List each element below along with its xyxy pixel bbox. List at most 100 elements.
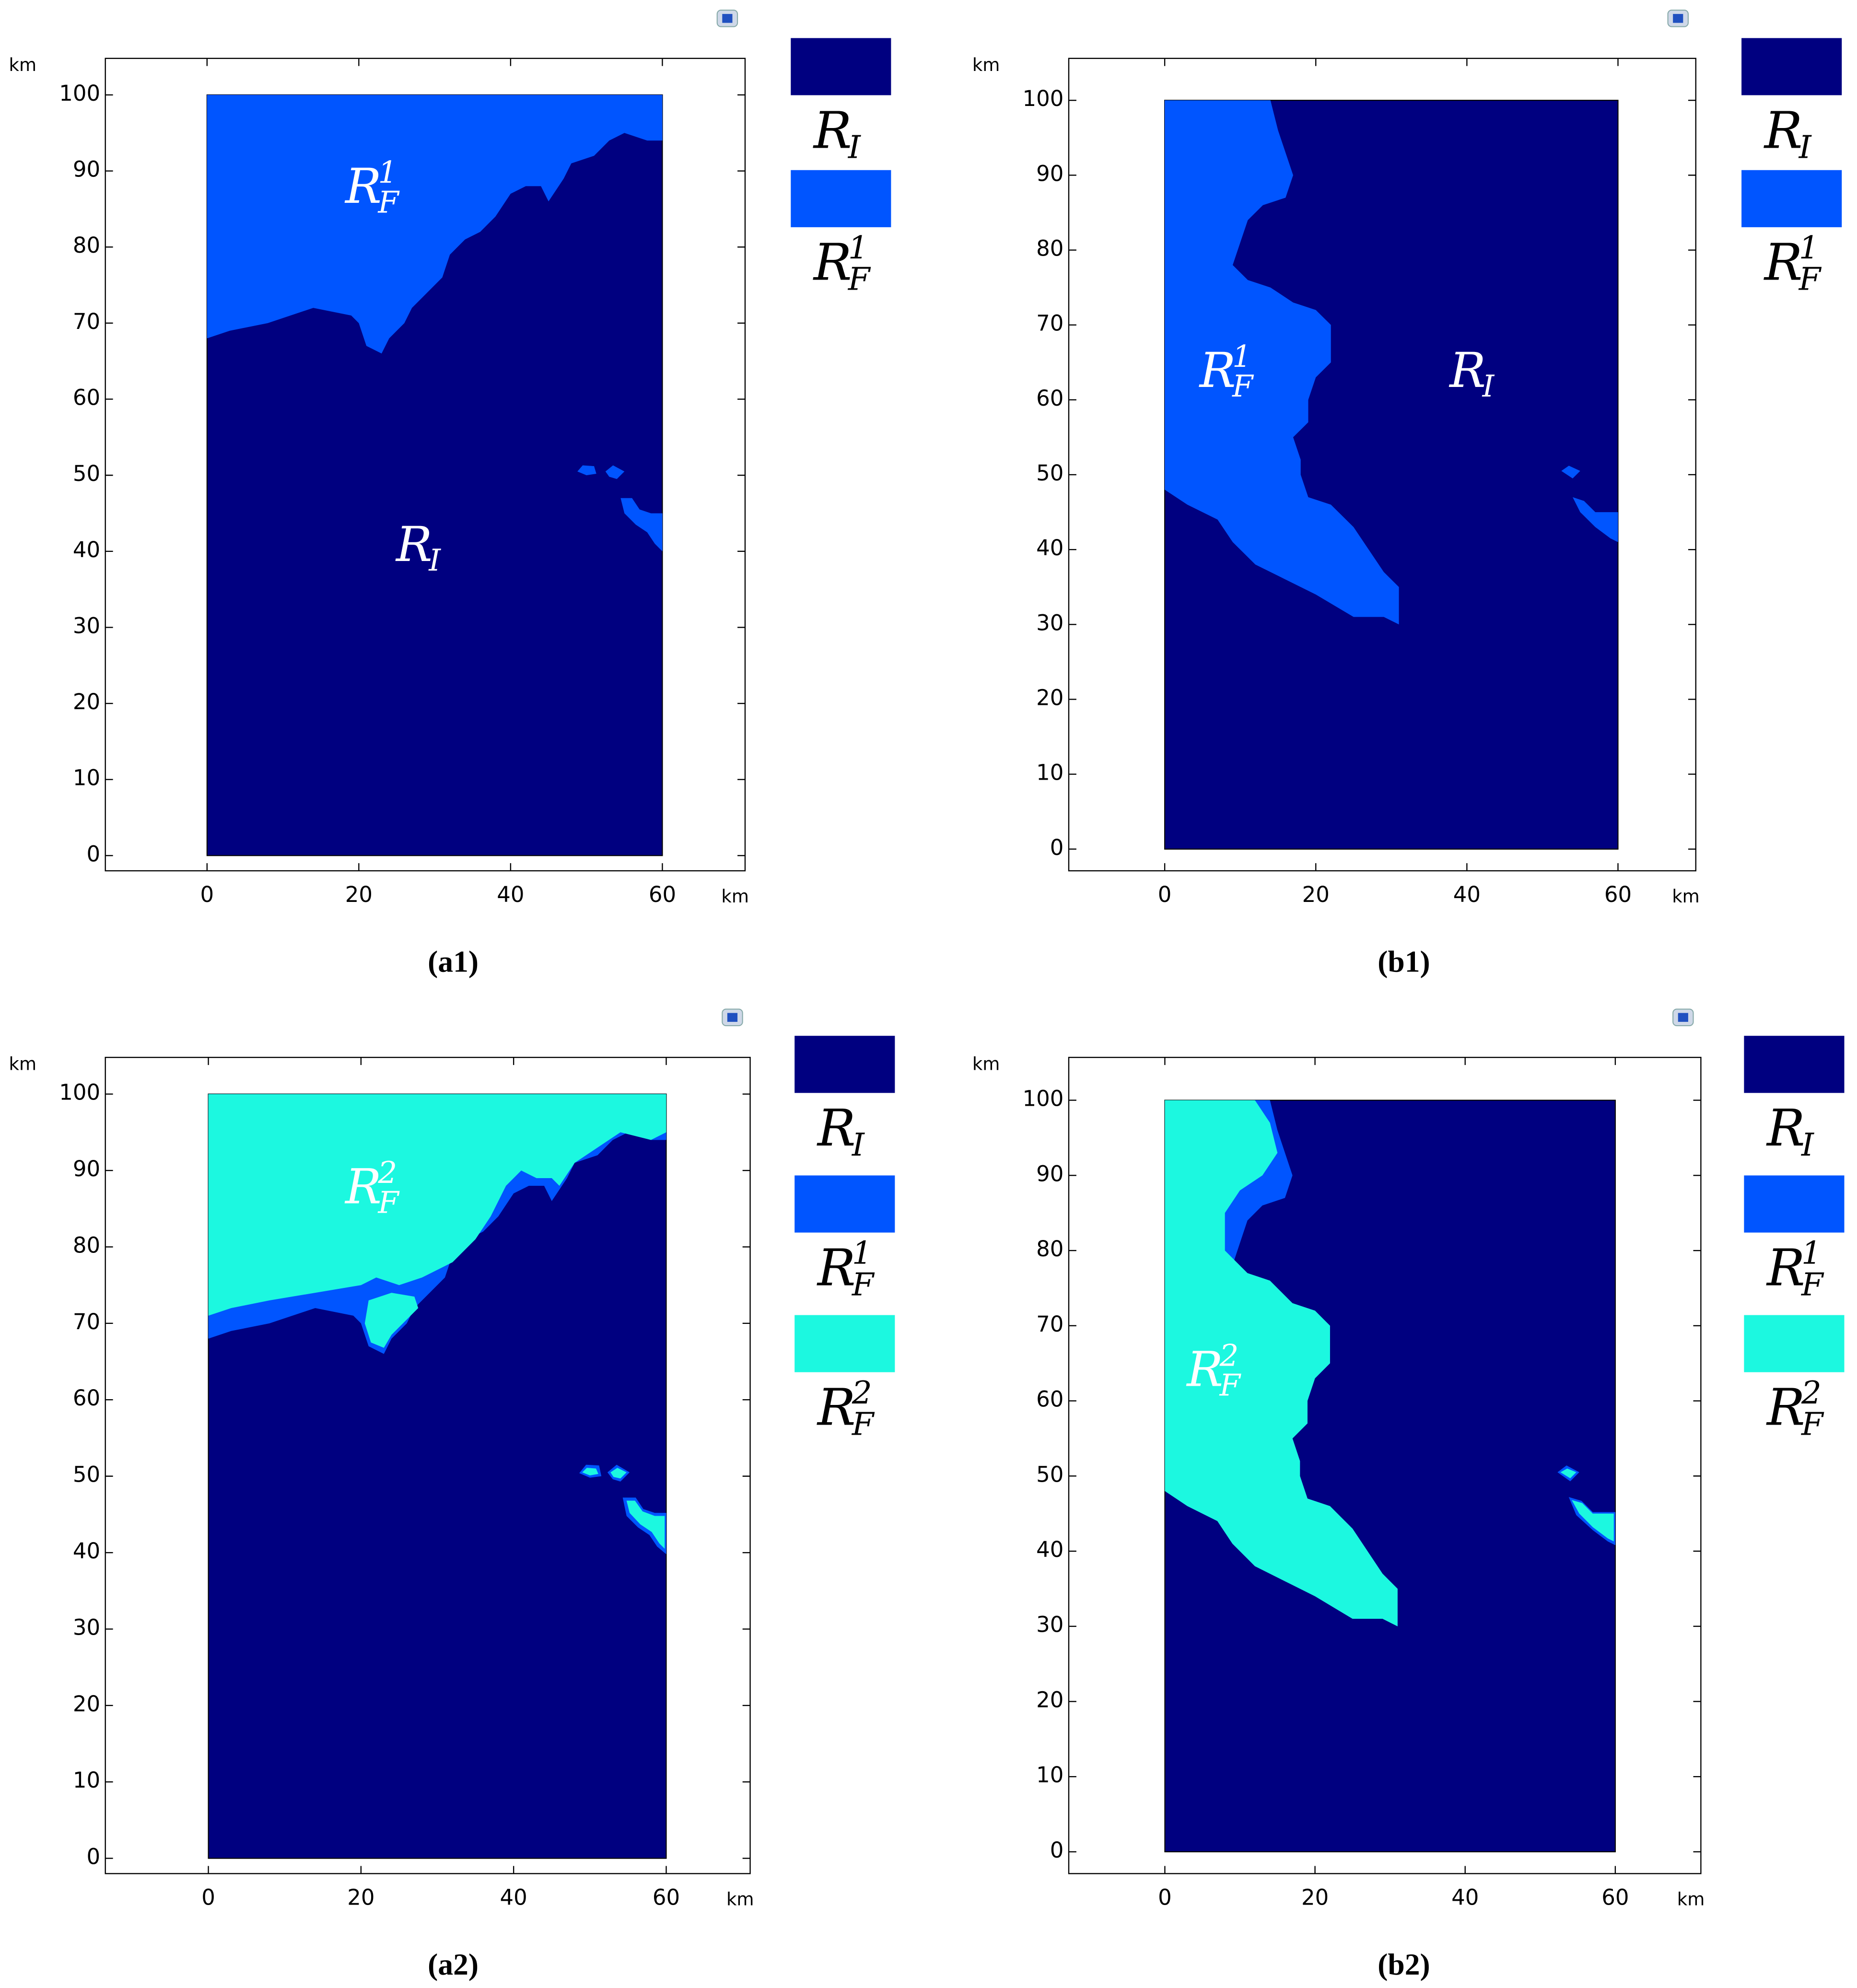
- y-axis-unit: km: [972, 1054, 1000, 1075]
- name-subscript: I: [1799, 129, 1812, 165]
- region: [1165, 100, 1399, 625]
- name-subscript: F: [377, 185, 400, 220]
- y-tick-label: 70: [73, 309, 100, 334]
- name-subscript: I: [852, 1127, 865, 1163]
- region-name: R2F: [1766, 1375, 1824, 1443]
- y-tick-label: 0: [1050, 1837, 1064, 1863]
- name-subscript: F: [377, 1185, 400, 1220]
- name-subscript: I: [848, 129, 861, 165]
- y-tick-label: 100: [1023, 1086, 1064, 1111]
- y-tick-label: 100: [1023, 86, 1064, 111]
- x-tick-label: 60: [649, 882, 676, 907]
- region-name: R1F: [1199, 339, 1254, 404]
- caption: (b1): [1378, 945, 1430, 979]
- y-tick-label: 100: [59, 1080, 100, 1105]
- y-tick-label: 20: [1036, 685, 1063, 710]
- region-name: RI: [395, 516, 441, 578]
- name-base: R: [817, 1099, 856, 1158]
- x-tick-label: 20: [345, 882, 373, 907]
- region: [620, 498, 663, 551]
- x-axis-unit: km: [721, 886, 749, 907]
- legend-swatch: [1741, 38, 1842, 95]
- name-base: R: [344, 1158, 382, 1215]
- legend-swatch: [1744, 1315, 1845, 1372]
- y-tick-label: 70: [73, 1309, 100, 1334]
- name-base: R: [1766, 1238, 1805, 1297]
- name-superscript: 2: [1219, 1338, 1239, 1373]
- name-subscript: I: [428, 543, 441, 578]
- y-tick-label: 20: [73, 689, 100, 714]
- region: [582, 1468, 598, 1476]
- name-superscript: 1: [378, 155, 397, 190]
- panel: 0 20 40 600102030405060708090100kmkmRIR1FR2…: [9, 1008, 895, 1981]
- y-tick-label: 0: [86, 1844, 100, 1870]
- y-tick-label: 10: [1036, 1762, 1063, 1788]
- x-axis-unit: km: [726, 1889, 754, 1910]
- legend-swatch: [791, 170, 891, 227]
- x-tick-label: 40: [500, 1884, 527, 1910]
- y-axis-unit: km: [972, 55, 1000, 75]
- region-name: R2F: [344, 1155, 400, 1220]
- region-name: RI: [1764, 101, 1812, 165]
- region-name: R1F: [1766, 1235, 1824, 1303]
- caption: (a1): [428, 945, 479, 979]
- name-subscript: F: [1232, 369, 1254, 404]
- caption: (a2): [428, 1947, 479, 1981]
- legend-swatch: [794, 1036, 895, 1093]
- x-tick-label: 60: [653, 1884, 680, 1910]
- y-tick-label: 0: [86, 841, 100, 866]
- y-tick-label: 90: [73, 157, 100, 182]
- name-base: R: [1186, 1342, 1223, 1398]
- x-tick-label: 20: [347, 1884, 374, 1910]
- y-tick-label: 30: [1036, 610, 1063, 635]
- name-subscript: F: [1801, 1406, 1824, 1443]
- name-subscript: F: [1801, 1266, 1824, 1303]
- y-tick-label: 30: [73, 613, 100, 638]
- x-tick-label: 40: [1451, 1884, 1479, 1910]
- x-tick-label: 40: [497, 882, 524, 907]
- legend-swatch: [1744, 1175, 1845, 1233]
- legend-swatch: [791, 38, 891, 95]
- region-name: RI: [813, 101, 861, 165]
- caption: (b2): [1378, 1947, 1430, 1981]
- y-tick-label: 40: [1036, 535, 1063, 561]
- y-tick-label: 70: [1036, 311, 1063, 336]
- y-axis-unit: km: [9, 1054, 37, 1075]
- name-subscript: F: [1799, 261, 1822, 298]
- x-tick-label: 40: [1453, 882, 1481, 907]
- name-base: R: [1766, 1378, 1805, 1437]
- region-name: RI: [1766, 1099, 1814, 1163]
- region-name: R1F: [817, 1235, 875, 1303]
- y-tick-label: 80: [1036, 236, 1063, 261]
- y-tick-label: 50: [1036, 460, 1063, 486]
- name-base: R: [1199, 342, 1236, 398]
- y-tick-label: 100: [59, 81, 100, 106]
- icon: [1678, 1013, 1688, 1022]
- region: [610, 1468, 627, 1479]
- name-base: R: [344, 158, 382, 214]
- y-tick-label: 80: [1036, 1236, 1063, 1262]
- y-tick-label: 10: [1036, 760, 1063, 785]
- y-tick-label: 10: [73, 1767, 100, 1793]
- region-name: R1F: [813, 230, 871, 298]
- region-name: RI: [1448, 342, 1495, 404]
- region: [207, 94, 663, 354]
- y-tick-label: 20: [73, 1691, 100, 1717]
- panel: 0 20 40 600102030405060708090100kmkmRIR1FR2…: [972, 1008, 1845, 1981]
- name-base: R: [813, 101, 852, 160]
- name-subscript: F: [852, 1406, 875, 1443]
- y-tick-label: 60: [73, 1385, 100, 1411]
- y-tick-label: 30: [1036, 1612, 1063, 1637]
- y-tick-label: 40: [73, 537, 100, 562]
- region: [626, 1500, 665, 1549]
- name-base: R: [1448, 342, 1486, 398]
- name-base: R: [1764, 101, 1803, 160]
- y-tick-label: 0: [1050, 835, 1064, 860]
- region-name: R1F: [1764, 230, 1822, 298]
- y-tick-label: 40: [1036, 1537, 1063, 1562]
- y-tick-label: 10: [73, 765, 100, 791]
- x-tick-label: 0: [1158, 882, 1172, 907]
- legend-swatch: [1744, 1036, 1845, 1093]
